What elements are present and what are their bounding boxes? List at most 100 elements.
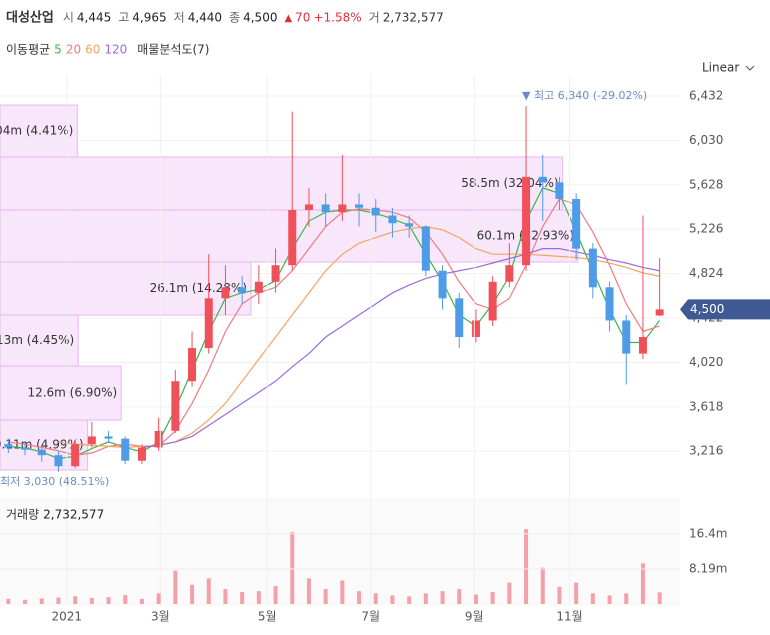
volume-bar — [473, 594, 478, 604]
candle-body — [4, 444, 13, 448]
ma-period: 20 — [66, 43, 81, 57]
candle-body — [555, 182, 564, 199]
dropdown-icon[interactable] — [745, 65, 755, 71]
volume-bar — [624, 593, 629, 604]
volume-bar — [657, 592, 662, 604]
volume-bar — [323, 589, 328, 604]
volume-bar — [89, 598, 94, 604]
volume-title: 거래량 — [6, 508, 39, 522]
ma-line — [141, 248, 660, 449]
volume-bar — [557, 586, 562, 604]
field-value: 4,500 — [243, 11, 277, 25]
candle-body — [254, 281, 263, 293]
ma-line — [8, 198, 660, 456]
x-tick-label: 9월 — [465, 610, 484, 624]
volume-bar — [540, 567, 545, 604]
volume-bar — [56, 597, 61, 604]
y-tick-label: 3,618 — [689, 399, 723, 413]
y-tick-label: 4,824 — [689, 266, 723, 280]
candle-body — [37, 449, 46, 456]
price-badge — [680, 299, 770, 320]
volume-bar — [73, 596, 78, 604]
field-label: 저 — [174, 11, 185, 25]
candle-body — [338, 204, 347, 213]
candle-body — [87, 436, 96, 445]
volume-bar — [390, 595, 395, 604]
candle-body — [471, 320, 480, 338]
candle-body — [655, 309, 664, 316]
volume-bar — [273, 586, 278, 604]
candle-body — [238, 287, 247, 293]
volume-bar — [173, 570, 178, 604]
volume-bar — [156, 593, 161, 604]
volume-bar — [23, 599, 28, 604]
y-tick-label: 5,226 — [689, 222, 723, 236]
field-value: 4,445 — [77, 11, 111, 25]
scale-toggle[interactable]: Linear — [702, 61, 739, 75]
x-tick-label: 3월 — [151, 610, 170, 624]
volume-bar — [524, 529, 529, 604]
profile-label: 8.04m (4.41%) — [0, 124, 73, 138]
volume-bar — [6, 598, 11, 604]
header: 대성산업 시 4,445 고 4,965 저 4,440 종 4,500 ▲ 70 +1.58% 거 2,… — [6, 10, 444, 57]
volume-bar — [640, 563, 645, 604]
profile-bar — [0, 156, 564, 211]
candle-body — [588, 248, 597, 288]
candle-body — [304, 204, 313, 210]
candle-body — [421, 226, 430, 271]
profile-bar — [0, 104, 78, 158]
candle-body — [171, 381, 180, 431]
candle-body — [54, 455, 63, 467]
y-tick-label: 6,030 — [689, 133, 723, 147]
indicator-label: 이동평균 — [6, 43, 50, 57]
volume-panel — [0, 498, 680, 606]
y-tick-label: 8.19m — [689, 561, 727, 575]
y-tick-label: 6,432 — [689, 88, 723, 102]
candle-body — [355, 204, 364, 208]
volume-bar — [607, 595, 612, 604]
profile-label: 8.13m (4.45%) — [0, 333, 74, 347]
candle-body — [522, 176, 531, 266]
ma-period: 120 — [104, 43, 127, 57]
ma-period: 60 — [85, 43, 100, 57]
field-value: 4,440 — [188, 11, 222, 25]
candle-body — [388, 215, 397, 224]
change-pct: +1.58% — [313, 11, 361, 25]
candle-body — [371, 207, 380, 216]
candle-body — [538, 176, 547, 183]
candle-body — [271, 265, 280, 282]
candle-body — [405, 223, 414, 227]
y-tick-label: 5,628 — [689, 177, 723, 191]
x-tick-label: 7월 — [361, 610, 380, 624]
volume-bar — [106, 597, 111, 604]
candle-body — [321, 204, 330, 213]
volume-bar — [39, 598, 44, 604]
profile-bar — [0, 314, 79, 367]
volume-bar — [440, 591, 445, 604]
y-tick-label: 4,020 — [689, 355, 723, 369]
volume-bar — [190, 584, 195, 604]
field-value: 4,965 — [132, 11, 166, 25]
candle-body — [121, 438, 130, 461]
field-label: 거 — [369, 11, 380, 25]
volume-bar — [507, 582, 512, 604]
low-label: 최저 3,030 (48.51%) — [0, 475, 109, 488]
x-tick-label: 5월 — [258, 610, 277, 624]
change-arrow: ▲ — [284, 13, 292, 24]
candle-body — [204, 298, 213, 349]
volume-bar — [223, 589, 228, 604]
x-tick-label: 2021 — [52, 610, 83, 624]
candle-body — [605, 287, 614, 321]
y-tick-label: 16.4m — [689, 526, 727, 540]
candle-body — [455, 298, 464, 338]
candle-body — [638, 337, 647, 354]
change: 70 — [295, 11, 310, 25]
candle-body — [221, 287, 230, 299]
field-label: 종 — [229, 11, 240, 25]
candle-body — [622, 320, 631, 354]
candle-body — [505, 265, 514, 282]
field-label: 시 — [63, 11, 74, 25]
field-label: 고 — [118, 11, 129, 25]
stock-name: 대성산업 — [6, 10, 54, 26]
